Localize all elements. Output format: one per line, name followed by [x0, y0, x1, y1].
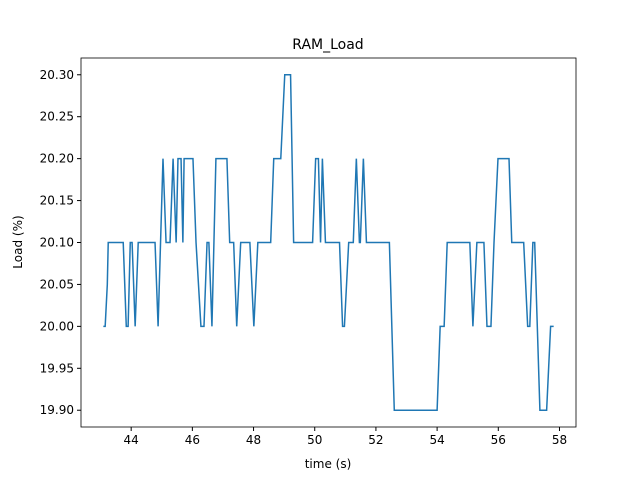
x-tick-label: 58 [552, 433, 567, 447]
x-tick-label: 48 [246, 433, 261, 447]
x-tick-label: 52 [368, 433, 383, 447]
y-tick-label: 20.10 [40, 236, 74, 250]
y-tick-label: 19.95 [40, 361, 74, 375]
y-tick-label: 20.20 [40, 152, 74, 166]
x-axis-label: time (s) [305, 457, 352, 471]
chart-title: RAM_Load [292, 37, 363, 53]
y-tick-label: 20.25 [40, 110, 74, 124]
y-axis-label: Load (%) [11, 215, 25, 268]
data-line [103, 74, 554, 411]
x-tick-label: 54 [429, 433, 444, 447]
x-tick-label: 56 [491, 433, 506, 447]
y-tick-label: 20.00 [40, 319, 74, 333]
y-tick-label: 19.90 [40, 403, 74, 417]
y-tick-label: 20.05 [40, 277, 74, 291]
y-tick-label: 20.15 [40, 194, 74, 208]
x-tick-label: 50 [307, 433, 322, 447]
x-tick-label: 46 [185, 433, 200, 447]
axes-frame [80, 57, 577, 428]
x-tick-label: 44 [124, 433, 139, 447]
y-tick-label: 20.30 [40, 68, 74, 82]
